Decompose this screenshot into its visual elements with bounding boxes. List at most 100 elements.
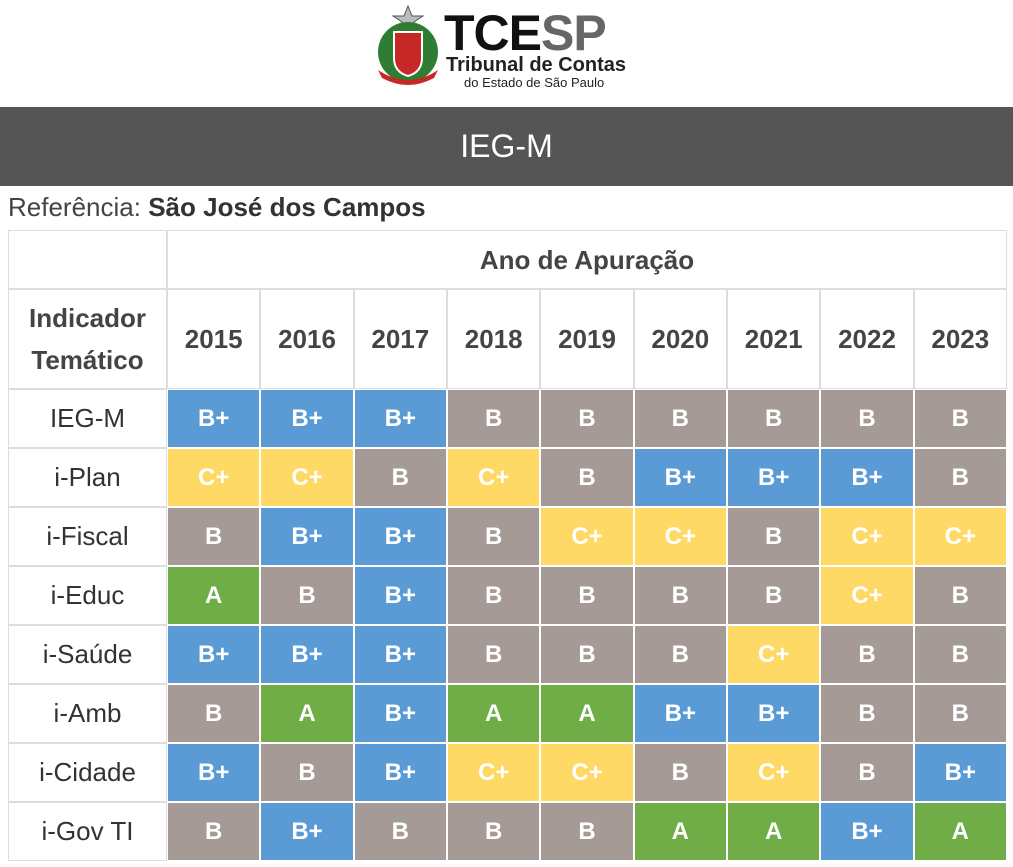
grade-cell: A (633, 802, 727, 861)
grade-cell: A (447, 684, 541, 743)
grade-cell: C+ (727, 743, 821, 802)
grade-cell: C+ (260, 448, 354, 507)
grade-cell: B (727, 389, 821, 448)
grade-cell: B+ (260, 507, 354, 566)
grade-cell: B+ (353, 507, 447, 566)
grade-cell: B+ (353, 625, 447, 684)
grade-cell: B+ (820, 802, 914, 861)
grade-cell: B+ (353, 684, 447, 743)
grade-cell: B+ (727, 684, 821, 743)
grade-cell: B (353, 448, 447, 507)
grade-cell: B (820, 684, 914, 743)
grade-cell: A (540, 684, 634, 743)
grade-cell: B (820, 625, 914, 684)
row-label: i-Saúde (8, 625, 167, 684)
logo-sp: SP (541, 5, 607, 61)
grade-cell: B (540, 389, 634, 448)
row-header: Indicador Temático (8, 289, 167, 389)
grade-cell: B (727, 507, 821, 566)
column-header: 2017 (353, 289, 447, 389)
grade-cell: B (353, 802, 447, 861)
grade-cell: C+ (540, 507, 634, 566)
grade-cell: B (540, 448, 634, 507)
column-header: 2018 (447, 289, 541, 389)
reference: Referência: São José dos Campos (8, 192, 426, 223)
grade-cell: B (167, 802, 261, 861)
row-label: i-Cidade (8, 743, 167, 802)
reference-label: Referência: (8, 192, 141, 222)
grade-cell: C+ (540, 743, 634, 802)
grade-cell: B (540, 566, 634, 625)
grade-cell: A (260, 684, 354, 743)
grade-cell: B+ (260, 389, 354, 448)
logo-line1: Tribunal de Contas (446, 54, 627, 76)
grade-cell: B+ (633, 684, 727, 743)
grade-cell: B (913, 389, 1007, 448)
grade-cell: B+ (913, 743, 1007, 802)
grade-cell: B (260, 566, 354, 625)
row-label: i-Educ (8, 566, 167, 625)
grade-cell: B (913, 566, 1007, 625)
grade-cell: B (913, 625, 1007, 684)
row-label: i-Amb (8, 684, 167, 743)
grade-cell: B (633, 389, 727, 448)
header: TCESP Tribunal de Contas do Estado de Sã… (0, 0, 1013, 106)
row-label: i-Gov TI (8, 802, 167, 861)
grade-cell: B+ (353, 566, 447, 625)
grade-cell: B (913, 684, 1007, 743)
grade-cell: B (167, 507, 261, 566)
grade-cell: B+ (167, 389, 261, 448)
grade-cell: B+ (260, 625, 354, 684)
logo-emblem (378, 4, 438, 85)
grade-cell: B (820, 389, 914, 448)
grade-cell: B (447, 625, 541, 684)
grade-cell: B+ (727, 448, 821, 507)
grade-cell: C+ (913, 507, 1007, 566)
grade-cell: B+ (353, 743, 447, 802)
grade-cell: B (540, 802, 634, 861)
grade-cell: B (540, 625, 634, 684)
grade-cell: C+ (447, 743, 541, 802)
grade-cell: B+ (820, 448, 914, 507)
grade-cell: B (727, 566, 821, 625)
grade-cell: B (447, 802, 541, 861)
grade-cell: C+ (633, 507, 727, 566)
grade-cell: B (260, 743, 354, 802)
row-label: i-Fiscal (8, 507, 167, 566)
grade-cell: A (727, 802, 821, 861)
title-bar: IEG-M (0, 107, 1013, 186)
column-header: 2019 (540, 289, 634, 389)
column-header: 2016 (260, 289, 354, 389)
column-header: 2023 (913, 289, 1007, 389)
row-label: IEG-M (8, 389, 167, 448)
grade-cell: B+ (167, 625, 261, 684)
row-label: i-Plan (8, 448, 167, 507)
grade-cell: B (447, 389, 541, 448)
logo-wordmark: TCESP (444, 5, 607, 61)
grade-cell: B (447, 566, 541, 625)
grade-cell: B (633, 625, 727, 684)
logo-line2: do Estado de São Paulo (464, 75, 605, 90)
corner-cell (8, 230, 167, 289)
grade-cell: C+ (727, 625, 821, 684)
grade-cell: B+ (353, 389, 447, 448)
reference-value: São José dos Campos (148, 192, 426, 222)
grade-cell: C+ (820, 507, 914, 566)
column-header: 2021 (727, 289, 821, 389)
grade-cell: B (633, 743, 727, 802)
column-header: 2015 (167, 289, 261, 389)
grade-cell: B (167, 684, 261, 743)
grade-cell: B+ (260, 802, 354, 861)
grade-cell: B+ (167, 743, 261, 802)
grade-cell: C+ (820, 566, 914, 625)
grade-cell: B (633, 566, 727, 625)
column-header: 2022 (820, 289, 914, 389)
logo-tce: TCE (444, 5, 542, 61)
group-header: Ano de Apuração (167, 230, 1007, 289)
grade-cell: A (913, 802, 1007, 861)
grade-cell: C+ (447, 448, 541, 507)
grade-cell: C+ (167, 448, 261, 507)
